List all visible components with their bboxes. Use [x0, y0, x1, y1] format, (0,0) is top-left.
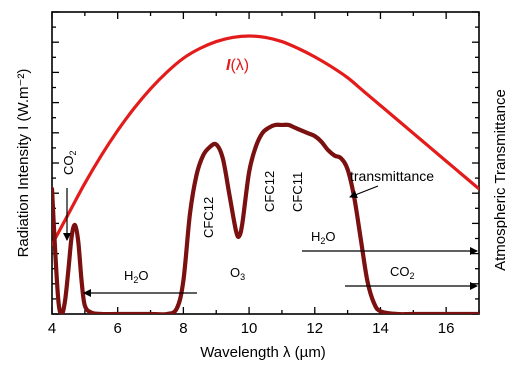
x-tick-labels: 4 6 8 10 12 14 16 [48, 320, 455, 337]
h2o-left-end: O [138, 268, 148, 283]
x-tick-label: 14 [372, 320, 389, 337]
x-axis-label: Wavelength λ (µm) [200, 344, 326, 361]
cfc11-label: CFC11 [290, 172, 305, 212]
co2-left-main: CO [61, 156, 76, 176]
o3-sub: 3 [240, 272, 245, 282]
h2o-right-main: H [311, 229, 320, 244]
y-axis-label: Radiation Intensity I (W.m⁻²) [15, 69, 32, 258]
h2o-left-label: H2O [124, 268, 149, 285]
x-tick-label: 6 [114, 320, 122, 337]
transmittance-arrow [349, 185, 379, 199]
axis-ticks [51, 11, 480, 315]
x-tick-label: 8 [179, 320, 187, 337]
i-lambda-label: I(λ) [226, 57, 249, 74]
x-tick-label: 10 [241, 320, 258, 337]
co2-left-label: CO2 [61, 150, 78, 175]
i-lambda-rest: (λ) [230, 57, 249, 74]
h2o-left-sub: 2 [133, 275, 138, 285]
o3-main: O [230, 265, 240, 280]
cfc12-right-label: CFC12 [262, 171, 277, 212]
co2-left-sub: 2 [68, 150, 78, 155]
co2-right-sub: 2 [410, 271, 415, 281]
transmittance-label: transmittance [350, 168, 434, 184]
series-line-transmittance [52, 122, 479, 314]
x-tick-label: 12 [306, 320, 323, 337]
i-lambda-italic: I [226, 57, 231, 74]
h2o-right-end: O [325, 229, 335, 244]
h2o-left-main: H [124, 268, 133, 283]
x-tick-label: 16 [438, 320, 455, 337]
h2o-right-label: H2O [311, 229, 336, 246]
y2-axis-label: Atmospheric Transmittance [492, 89, 507, 271]
plot-frame [51, 11, 480, 315]
co2-right-label: CO2 [390, 264, 415, 281]
co2-right-main: CO [390, 264, 410, 279]
o3-label: O3 [230, 265, 245, 282]
cfc12-left-label: CFC12 [201, 197, 216, 238]
x-tick-label: 4 [48, 320, 56, 337]
series-line-intensity [52, 34, 479, 247]
h2o-right-sub: 2 [320, 236, 325, 246]
series-layer [52, 34, 479, 314]
